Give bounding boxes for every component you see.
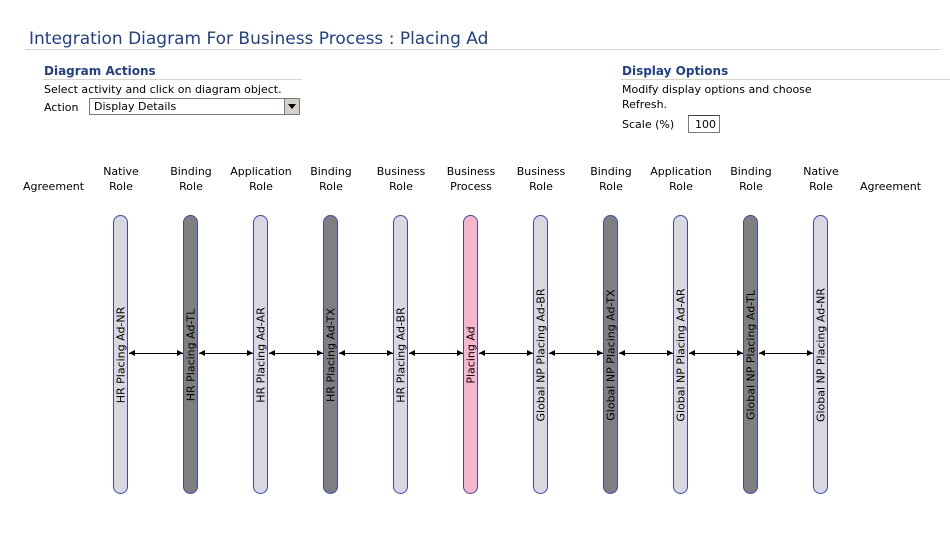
column-type-label: Native Role [781,164,861,194]
diagram-node[interactable]: Global NP Placing Ad-TX [603,215,618,494]
connector-arrow[interactable] [269,350,323,356]
connector-arrow[interactable] [549,350,603,356]
column-type-line1: Business [446,165,496,178]
connector-arrow[interactable] [689,350,743,356]
connector-arrow[interactable] [759,350,813,356]
diagram-node[interactable]: HR Placing Ad-BR [393,215,408,494]
display-options-divider [621,79,950,80]
column-type-line1: Binding [730,165,772,178]
column-type-label: Application Role [641,164,721,194]
diagram-node-label: HR Placing Ad-NR [114,306,127,403]
agreement-label-right: Agreement [860,180,922,193]
page-title: Integration Diagram For Business Process… [29,29,489,49]
diagram-node[interactable]: Global NP Placing Ad-AR [673,215,688,494]
column-type-line1: Binding [170,165,212,178]
diagram-node[interactable]: Global NP Placing Ad-NR [813,215,828,494]
display-options-heading: Display Options [622,64,729,78]
diagram-node-label: HR Placing Ad-BR [394,306,407,403]
display-options-instruction-line1: Modify display options and choose [622,83,812,96]
column-type-line1: Binding [590,165,632,178]
column-type-line2: Role [389,180,413,193]
connector-arrow[interactable] [129,350,183,356]
column-type-label: Business Role [501,164,581,194]
agreement-label-left: Agreement [23,180,85,193]
diagram-node-label: Global NP Placing Ad-TL [744,289,757,420]
diagram-node[interactable]: HR Placing Ad-TL [183,215,198,494]
diagram-actions-divider [43,79,302,80]
action-select-value: Display Details [94,100,177,113]
column-type-line1: Native [803,165,839,178]
diagram-node[interactable]: HR Placing Ad-TX [323,215,338,494]
column-type-label: Binding Role [151,164,231,194]
connector-arrow[interactable] [339,350,393,356]
column-type-line2: Role [669,180,693,193]
column-type-label: Binding Role [711,164,791,194]
diagram-node-label: Placing Ad [464,325,477,384]
column-type-line2: Role [249,180,273,193]
diagram-node[interactable]: Global NP Placing Ad-TL [743,215,758,494]
column-type-line2: Process [450,180,492,193]
column-type-line1: Native [103,165,139,178]
diagram-actions-heading: Diagram Actions [44,64,156,78]
column-type-line2: Role [319,180,343,193]
action-label: Action [44,101,79,114]
column-type-label: Binding Role [571,164,651,194]
column-type-line1: Application [650,165,712,178]
diagram-node-label: Global NP Placing Ad-AR [674,287,687,422]
connector-arrow[interactable] [619,350,673,356]
column-type-line2: Role [599,180,623,193]
column-type-label: Business Role [361,164,441,194]
diagram-node-label: Global NP Placing Ad-TX [604,288,617,421]
connector-arrow[interactable] [479,350,533,356]
column-type-label: Native Role [81,164,161,194]
scale-input[interactable]: 100 [688,115,720,133]
column-type-label: Business Process [431,164,511,194]
column-type-line1: Binding [310,165,352,178]
diagram-actions-instruction: Select activity and click on diagram obj… [44,83,282,96]
connector-arrow[interactable] [409,350,463,356]
diagram-node[interactable]: Placing Ad [463,215,478,494]
diagram-node-label: Global NP Placing Ad-NR [814,287,827,422]
diagram-node-label: Global NP Placing Ad-BR [534,287,547,422]
column-type-line2: Role [809,180,833,193]
column-type-line1: Business [376,165,426,178]
column-type-line2: Role [739,180,763,193]
connector-arrow[interactable] [199,350,253,356]
scale-label: Scale (%) [622,118,675,131]
column-type-line1: Application [230,165,292,178]
diagram-node-label: HR Placing Ad-AR [254,306,267,403]
column-type-line2: Role [529,180,553,193]
diagram-node[interactable]: HR Placing Ad-NR [113,215,128,494]
scale-input-value: 100 [695,118,716,131]
column-type-label: Application Role [221,164,301,194]
column-type-line2: Role [109,180,133,193]
diagram-node-label: HR Placing Ad-TX [324,307,337,402]
title-divider [25,49,941,50]
diagram-node[interactable]: Global NP Placing Ad-BR [533,215,548,494]
display-options-instruction-line2: Refresh. [622,98,668,111]
column-type-line1: Business [516,165,566,178]
chevron-down-icon[interactable] [284,99,299,114]
column-type-line2: Role [179,180,203,193]
column-type-label: Binding Role [291,164,371,194]
diagram-node[interactable]: HR Placing Ad-AR [253,215,268,494]
action-select[interactable]: Display Details [89,98,300,115]
diagram-node-label: HR Placing Ad-TL [184,308,197,401]
